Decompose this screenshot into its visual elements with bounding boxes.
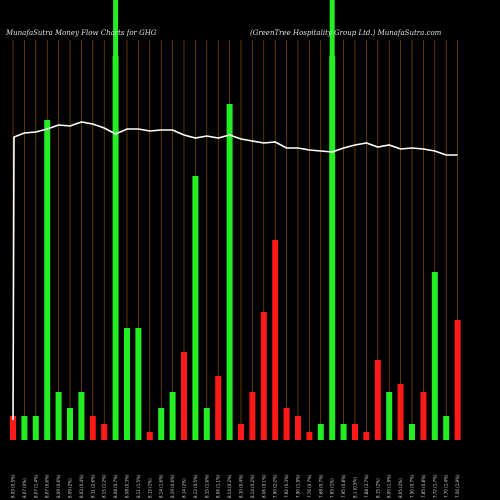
volume-bar <box>374 360 381 440</box>
volume-bar <box>272 240 279 440</box>
x-tick-label: 8.15 (1.2%) <box>102 474 107 498</box>
price-line-group <box>12 121 458 421</box>
x-tick-label: 7.95 (0.8%) <box>341 474 346 498</box>
volume-bar <box>32 416 39 440</box>
volume-bar <box>55 392 62 440</box>
chart-subtitle: (GreenTree Hospitality Group Ltd.) Munaf… <box>250 29 442 37</box>
volume-bar <box>112 56 119 440</box>
x-tick-label: 7.90 (0.7%) <box>410 474 415 498</box>
x-tick-label: 7.72 (1.7%) <box>432 474 437 498</box>
x-tick-label: 8.08 (0.7%) <box>113 474 118 498</box>
volume-bars <box>10 56 461 440</box>
volume-bar <box>352 424 358 440</box>
volume-bar <box>67 408 73 440</box>
x-tick-label: 7.56 (1.9%) <box>455 474 460 498</box>
volume-bar <box>101 424 108 440</box>
x-tick-label: 8.07 (0%) <box>22 478 27 498</box>
volume-bar <box>317 424 324 440</box>
x-tick-label: 8.07 (1.4%) <box>33 474 38 498</box>
x-tick-label: 7.90 (1.9%) <box>296 474 301 498</box>
x-tick-label: 8.12 (0.5%) <box>193 474 198 498</box>
volume-bar <box>226 104 233 440</box>
x-tick-label: 8.03 (0.4%) <box>79 474 84 498</box>
volume-bar <box>181 352 187 440</box>
x-tick-label: 7.92 (0.3%) <box>284 474 289 498</box>
volume-bar <box>306 432 313 440</box>
volume-bar <box>295 416 301 440</box>
volume-bar <box>420 392 427 440</box>
x-tick-label: 8.06 (0.1%) <box>261 474 266 498</box>
x-tick-label: 8.05 (2%) <box>398 478 403 498</box>
x-tick-label: 8.00 (1.9%) <box>387 474 392 498</box>
x-tick-label: 8.14 (0.2%) <box>250 474 255 498</box>
x-tick-label: 8.11 (1.5%) <box>136 474 141 498</box>
x-tick-label: 8.14 (1.6%) <box>159 474 164 498</box>
volume-bar <box>21 416 28 440</box>
volume-bar <box>135 328 142 440</box>
x-tick-label: 7.85 (0.8%) <box>421 474 426 498</box>
volume-bar <box>124 328 130 440</box>
x-tick-label: 8.09 (2%) <box>68 478 73 498</box>
x-tick-label: 8.07 (0.6%) <box>45 474 50 498</box>
x-tick-label: 7.70 (1.4%) <box>444 474 449 498</box>
x-tick-label: 8.03 (0.5%) <box>11 474 16 498</box>
volume-bar <box>215 376 222 440</box>
x-tick-label: 8.13 (1%) <box>147 478 152 498</box>
x-tick-label: 8.15 (2%) <box>375 478 380 498</box>
volume-bar <box>44 120 51 440</box>
price-line <box>12 121 458 421</box>
volume-bar <box>10 416 16 440</box>
x-tick-label: 8.08 (0.3%) <box>125 474 130 498</box>
volume-bar <box>158 408 165 440</box>
x-tick-label: 8.19 (0.6%) <box>170 474 175 498</box>
volume-bar <box>329 56 336 440</box>
x-tick-label: 8.11 (2.6%) <box>90 474 95 498</box>
x-tick-label: 7.88 (2.7%) <box>364 474 369 498</box>
volume-bar <box>363 432 370 440</box>
volume-bar <box>454 320 461 440</box>
volume-bar <box>238 424 244 440</box>
x-tick-label: 8.14 (0.2%) <box>227 474 232 498</box>
x-axis-tick-labels: 8.03 (0.5%) 8.07 (0%) 8.07 (1.4%) 8.07 (0.6… <box>11 474 461 498</box>
volume-bar <box>443 416 450 440</box>
volume-bar <box>249 392 256 440</box>
x-tick-label: 8.09 (0.6%) <box>56 474 61 498</box>
chart-title: MunafaSutra Money Flow Charts for GHG <box>5 29 157 37</box>
x-tick-label: 8.1 (0.5%) <box>353 477 358 498</box>
x-tick-label: 7.76 (0.7%) <box>307 474 312 498</box>
x-tick-label: 7.90 (2.2%) <box>273 474 278 498</box>
volume-bar <box>89 416 96 440</box>
x-tick-label: 8.15 (1.6%) <box>204 474 209 498</box>
volume-bar <box>78 392 85 440</box>
x-tick-label: 7.68 (0.7%) <box>318 474 323 498</box>
volume-bar <box>409 424 415 440</box>
volume-bar <box>397 384 404 440</box>
volume-bar <box>260 312 267 440</box>
x-tick-label: 8.10 (0.4%) <box>239 474 244 498</box>
volume-bar <box>192 176 199 440</box>
x-tick-label: 8.06 (1.1%) <box>216 474 221 498</box>
x-tick-label: 8.14 (2%) <box>182 478 187 498</box>
volume-bar <box>203 408 210 440</box>
volume-bar <box>386 392 393 440</box>
volume-bar <box>340 424 347 440</box>
volume-bar <box>283 408 290 440</box>
x-tick-label: 7.65 (1%) <box>330 478 335 498</box>
volume-bar <box>146 432 153 440</box>
volume-bar <box>431 272 438 440</box>
volume-bar <box>169 392 176 440</box>
